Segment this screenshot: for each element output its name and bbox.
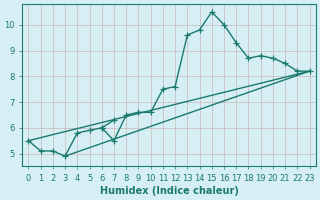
X-axis label: Humidex (Indice chaleur): Humidex (Indice chaleur) <box>100 186 238 196</box>
